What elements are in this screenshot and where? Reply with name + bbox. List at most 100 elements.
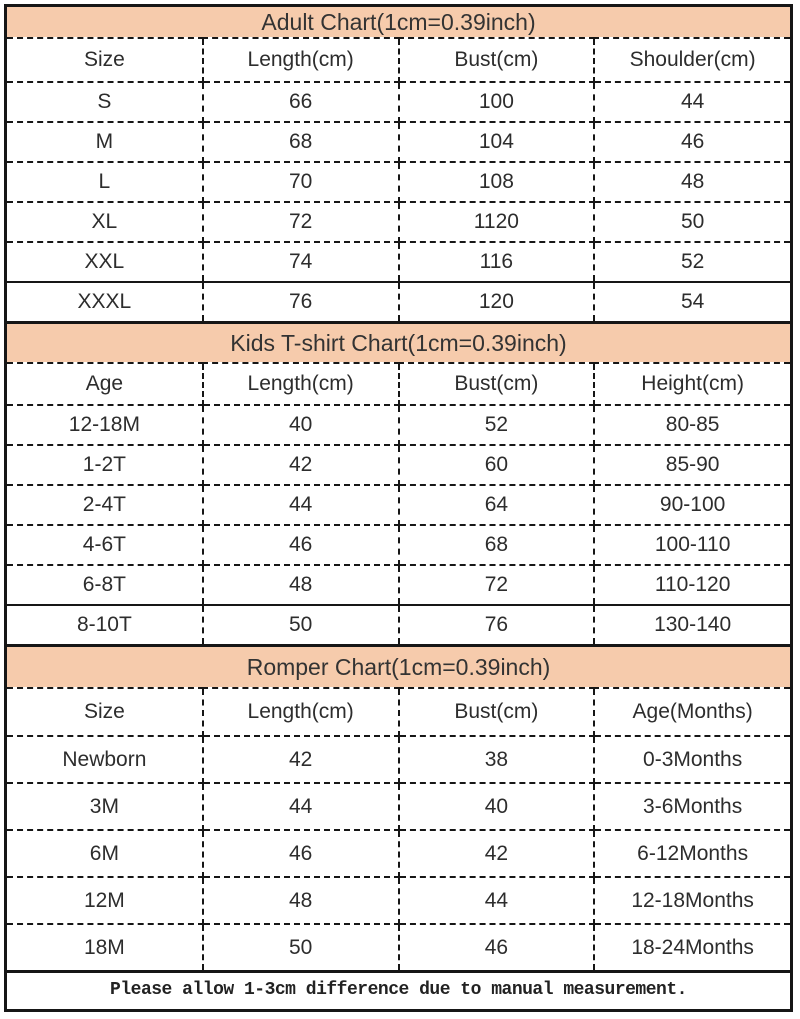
table-row: 18M 50 46 18-24Months <box>7 923 790 970</box>
table-row: XXL 74 116 52 <box>7 241 790 283</box>
table-cell: M <box>7 121 204 163</box>
table-cell: 64 <box>397 484 596 526</box>
column-header: Length(cm) <box>201 362 400 406</box>
table-cell: 46 <box>397 923 596 970</box>
table-cell: 120 <box>397 281 596 321</box>
footer-note: Please allow 1-3cm difference due to man… <box>7 970 790 1007</box>
table-cell: 60 <box>397 444 596 486</box>
table-cell: 74 <box>201 241 400 283</box>
table-header-row: Size Length(cm) Bust(cm) Shoulder(cm) <box>7 37 790 83</box>
table-cell: 18-24Months <box>593 923 790 970</box>
table-cell: 76 <box>397 604 596 644</box>
table-cell: 44 <box>397 876 596 925</box>
table-cell: 38 <box>397 735 596 784</box>
table-title: Kids T-shirt Chart(1cm=0.39inch) <box>7 321 790 364</box>
table-cell: 50 <box>201 604 400 644</box>
table-cell: 44 <box>593 81 790 123</box>
table-cell: 100-110 <box>593 524 790 566</box>
table-title-row: Kids T-shirt Chart(1cm=0.39inch) <box>7 321 790 364</box>
table-row: 3M 44 40 3-6Months <box>7 782 790 831</box>
table-cell: 50 <box>201 923 400 970</box>
table-row: S 66 100 44 <box>7 81 790 123</box>
table-cell: 130-140 <box>593 604 790 644</box>
table-cell: 104 <box>397 121 596 163</box>
column-header: Size <box>7 687 204 737</box>
table-cell: 52 <box>593 241 790 283</box>
size-table-romper: Romper Chart(1cm=0.39inch) Size Length(cm)… <box>7 644 790 970</box>
table-row: 6-8T 48 72 110-120 <box>7 564 790 606</box>
table-cell: 3-6Months <box>593 782 790 831</box>
table-cell: 76 <box>201 281 400 321</box>
column-header: Age <box>7 362 204 406</box>
table-cell: L <box>7 161 204 203</box>
column-header: Shoulder(cm) <box>593 37 790 83</box>
table-cell: 48 <box>201 876 400 925</box>
table-cell: 44 <box>201 484 400 526</box>
table-cell: 0-3Months <box>593 735 790 784</box>
table-cell: 40 <box>397 782 596 831</box>
table-cell: XL <box>7 201 204 243</box>
table-row: 12-18M 40 52 80-85 <box>7 404 790 446</box>
table-cell: 12-18M <box>7 404 204 446</box>
size-chart-sheet: Adult Chart(1cm=0.39inch) Size Length(cm) B… <box>4 4 793 1012</box>
table-cell: 54 <box>593 281 790 321</box>
table-cell: 85-90 <box>593 444 790 486</box>
table-cell: 70 <box>201 161 400 203</box>
table-header-row: Age Length(cm) Bust(cm) Height(cm) <box>7 362 790 406</box>
table-row: XXXL 76 120 54 <box>7 281 790 321</box>
table-cell: 110-120 <box>593 564 790 606</box>
table-cell: 90-100 <box>593 484 790 526</box>
column-header: Age(Months) <box>593 687 790 737</box>
table-cell: S <box>7 81 204 123</box>
table-cell: 44 <box>201 782 400 831</box>
table-cell: XXXL <box>7 281 204 321</box>
table-row: 6M 46 42 6-12Months <box>7 829 790 878</box>
table-cell: 72 <box>201 201 400 243</box>
column-header: Bust(cm) <box>397 37 596 83</box>
table-cell: 12M <box>7 876 204 925</box>
table-row: 12M 48 44 12-18Months <box>7 876 790 925</box>
column-header: Size <box>7 37 204 83</box>
size-table-kids-tshirt: Kids T-shirt Chart(1cm=0.39inch) Age Lengt… <box>7 321 790 644</box>
table-cell: XXL <box>7 241 204 283</box>
table-row: XL 72 1120 50 <box>7 201 790 243</box>
tables-host: Adult Chart(1cm=0.39inch) Size Length(cm) B… <box>7 7 790 970</box>
table-cell: 80-85 <box>593 404 790 446</box>
table-cell: 6-12Months <box>593 829 790 878</box>
table-cell: 1120 <box>397 201 596 243</box>
table-cell: 42 <box>201 444 400 486</box>
table-cell: 46 <box>201 524 400 566</box>
table-row: L 70 108 48 <box>7 161 790 203</box>
table-cell: 12-18Months <box>593 876 790 925</box>
column-header: Length(cm) <box>201 687 400 737</box>
table-row: M 68 104 46 <box>7 121 790 163</box>
table-header-row: Size Length(cm) Bust(cm) Age(Months) <box>7 687 790 737</box>
table-cell: 50 <box>593 201 790 243</box>
table-cell: Newborn <box>7 735 204 784</box>
table-cell: 42 <box>201 735 400 784</box>
table-cell: 2-4T <box>7 484 204 526</box>
table-cell: 68 <box>397 524 596 566</box>
column-header: Height(cm) <box>593 362 790 406</box>
table-cell: 46 <box>593 121 790 163</box>
column-header: Bust(cm) <box>397 687 596 737</box>
table-cell: 18M <box>7 923 204 970</box>
table-cell: 46 <box>201 829 400 878</box>
size-table-adult: Adult Chart(1cm=0.39inch) Size Length(cm) B… <box>7 7 790 321</box>
table-cell: 108 <box>397 161 596 203</box>
table-title-row: Romper Chart(1cm=0.39inch) <box>7 644 790 689</box>
table-cell: 6-8T <box>7 564 204 606</box>
table-title: Romper Chart(1cm=0.39inch) <box>7 644 790 689</box>
table-cell: 52 <box>397 404 596 446</box>
table-cell: 6M <box>7 829 204 878</box>
column-header: Length(cm) <box>201 37 400 83</box>
table-cell: 48 <box>201 564 400 606</box>
table-cell: 48 <box>593 161 790 203</box>
table-cell: 66 <box>201 81 400 123</box>
table-row: 1-2T 42 60 85-90 <box>7 444 790 486</box>
table-row: Newborn 42 38 0-3Months <box>7 735 790 784</box>
table-cell: 116 <box>397 241 596 283</box>
table-cell: 72 <box>397 564 596 606</box>
table-row: 8-10T 50 76 130-140 <box>7 604 790 644</box>
column-header: Bust(cm) <box>397 362 596 406</box>
